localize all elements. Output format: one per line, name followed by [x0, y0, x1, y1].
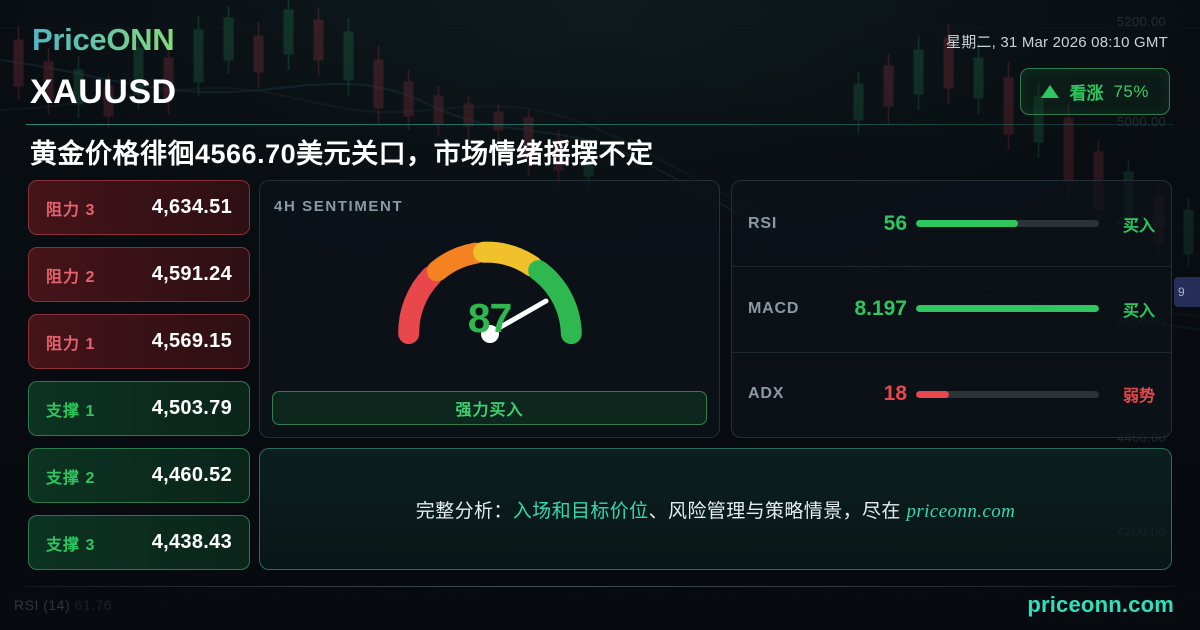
indicator-bar — [916, 220, 1099, 228]
status-badge: 看涨 75% — [1020, 68, 1170, 115]
indicator-bar — [916, 390, 1099, 398]
footer-divider — [26, 586, 1174, 587]
list-item: 支撑 2 4,460.52 — [28, 448, 250, 503]
level-value: 4,503.79 — [151, 397, 232, 419]
list-item: 阻力 2 4,591.24 — [28, 247, 250, 302]
sentiment-score: 87 — [467, 295, 513, 341]
indicator-signal: 买入 — [1122, 302, 1155, 320]
level-label: 支撑 1 — [46, 402, 96, 420]
list-item: 支撑 1 4,503.79 — [28, 381, 250, 436]
indicator-bar — [916, 305, 1099, 313]
bias-label: 看涨 — [1069, 84, 1104, 103]
level-label: 支撑 3 — [46, 536, 96, 554]
headline: 黄金价格徘徊4566.70美元关口，市场情绪摇摆不定 — [30, 139, 654, 169]
watermark: priceonn.com — [1027, 592, 1174, 617]
cta-text: 完整分析：入场和目标价位、风险管理与策略情景，尽在 priceonn.com — [416, 496, 1015, 523]
brand-logo: PriceONN — [32, 22, 175, 57]
chart-price-label: 5000.00 — [1116, 114, 1166, 129]
sentiment-panel: 4H SENTIMENT 87 强力买入 — [259, 180, 720, 438]
levels-list: 阻力 3 4,634.51 阻力 2 4,591.24 阻力 1 4,569.1… — [28, 180, 250, 570]
footer-indicator-label: RSI — [14, 597, 39, 613]
table-row: ADX 18 弱势 — [732, 351, 1171, 437]
indicator-name: MACD — [748, 299, 800, 317]
indicator-name: ADX — [748, 385, 785, 403]
level-value: 4,569.15 — [151, 330, 232, 352]
level-value: 4,438.43 — [151, 531, 232, 553]
table-row: RSI 56 买入 — [732, 181, 1171, 266]
cta-middle: 、风险管理与策略情景，尽在 — [648, 500, 907, 522]
indicator-name: RSI — [748, 214, 778, 232]
table-row: MACD 8.197 买入 — [732, 266, 1171, 351]
list-item: 阻力 1 4,569.15 — [28, 314, 250, 369]
indicator-value: 8.197 — [854, 296, 907, 320]
list-item: 支撑 3 4,438.43 — [28, 515, 250, 570]
footer-indicator-legend: RSI (14) 61.76 — [14, 597, 112, 613]
level-label: 阻力 2 — [46, 268, 96, 286]
timestamp: 星期二, 31 Mar 2026 08:10 GMT — [946, 34, 1168, 51]
level-value: 4,634.51 — [151, 196, 232, 218]
cta-prefix: 完整分析： — [415, 500, 513, 522]
chart-price-tag: 9 — [1174, 277, 1200, 307]
cta-banner[interactable]: 完整分析：入场和目标价位、风险管理与策略情景，尽在 priceonn.com — [259, 448, 1172, 570]
cta-highlight: 入场和目标价位 — [512, 500, 649, 522]
list-item: 阻力 3 4,634.51 — [28, 180, 250, 235]
indicator-value: 18 — [883, 382, 907, 406]
page-title: XAUUSD — [30, 73, 177, 111]
footer-indicator-extra: 61.76 — [74, 597, 113, 613]
indicators-panel: RSI 56 买入 MACD 8.197 买入 ADX 18 弱势 — [731, 180, 1172, 438]
level-label: 阻力 3 — [46, 201, 96, 219]
level-value: 4,460.52 — [151, 464, 232, 486]
indicator-signal: 买入 — [1122, 217, 1155, 235]
indicator-bar-fill — [916, 390, 949, 398]
header-divider — [26, 124, 1174, 125]
indicator-signal: 弱势 — [1122, 388, 1155, 406]
indicator-value: 56 — [883, 211, 907, 235]
sentiment-gauge: 87 — [390, 239, 590, 351]
chart-price-label: 5200.00 — [1116, 14, 1166, 29]
footer-indicator-period: (14) — [43, 597, 71, 613]
triangle-up-icon — [1041, 85, 1060, 98]
indicator-bar-fill — [916, 305, 1099, 313]
bias-percent: 75% — [1113, 81, 1149, 101]
action-signal-badge: 强力买入 — [272, 391, 707, 425]
indicator-bar-fill — [916, 220, 1019, 228]
cta-domain: priceonn.com — [906, 500, 1016, 522]
level-label: 支撑 2 — [46, 469, 96, 487]
level-label: 阻力 1 — [46, 335, 96, 353]
level-value: 4,591.24 — [151, 263, 232, 285]
sentiment-title: 4H SENTIMENT — [274, 198, 404, 215]
